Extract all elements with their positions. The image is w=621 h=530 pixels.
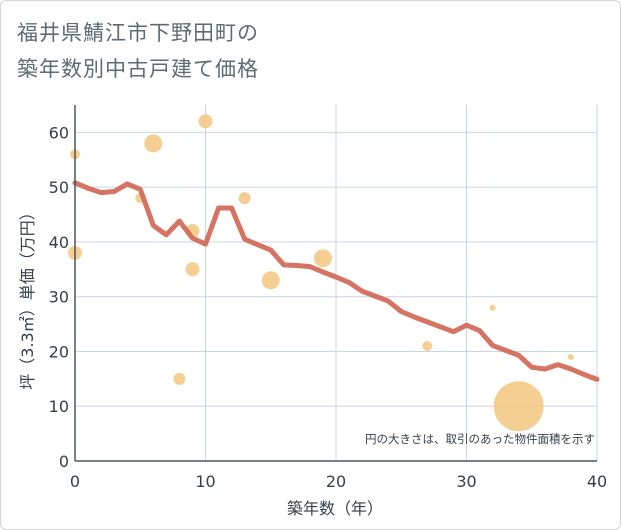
bubble-series <box>68 114 574 432</box>
x-tick-labels: 0 10 20 30 40 <box>70 472 607 491</box>
data-bubble <box>198 114 213 129</box>
data-bubble <box>238 192 251 205</box>
x-tick-label: 30 <box>456 472 476 491</box>
y-tick-label: 50 <box>49 178 69 197</box>
chart-title-line-1: 福井県鯖江市下野田町の <box>17 21 259 45</box>
data-bubble <box>185 262 200 277</box>
chart-title-line-2: 築年数別中古戸建て価格 <box>17 57 259 81</box>
y-tick-label: 0 <box>59 452 69 471</box>
data-bubble <box>493 381 544 432</box>
y-tick-labels: 0 10 20 30 40 50 60 <box>49 123 69 471</box>
data-bubble <box>313 249 332 268</box>
x-tick-label: 20 <box>326 472 346 491</box>
data-bubble <box>144 134 163 153</box>
data-bubble <box>567 353 574 360</box>
y-tick-label: 20 <box>49 342 69 361</box>
data-bubble <box>422 340 433 351</box>
line-series <box>72 180 600 382</box>
grid <box>75 105 598 461</box>
y-tick-label: 60 <box>49 123 69 142</box>
data-bubble <box>261 271 280 290</box>
trend-line <box>72 180 600 382</box>
chart-title: 福井県鯖江市下野田町の 築年数別中古戸建て価格 <box>17 15 437 87</box>
x-axis-label: 築年数（年） <box>287 499 383 518</box>
x-tick-label: 0 <box>70 472 80 491</box>
data-bubble <box>173 372 186 385</box>
data-bubble <box>489 304 496 311</box>
y-tick-label: 10 <box>49 397 69 416</box>
x-tick-label: 40 <box>587 472 607 491</box>
y-tick-label: 30 <box>49 288 69 307</box>
x-tick-label: 10 <box>195 472 215 491</box>
axes <box>74 105 597 462</box>
size-note: 円の大きさは、取引のあった物件面積を示す <box>365 432 595 446</box>
y-tick-label: 40 <box>49 233 69 252</box>
y-axis-label: 坪（3.3㎡）単価（万円） <box>18 204 37 389</box>
